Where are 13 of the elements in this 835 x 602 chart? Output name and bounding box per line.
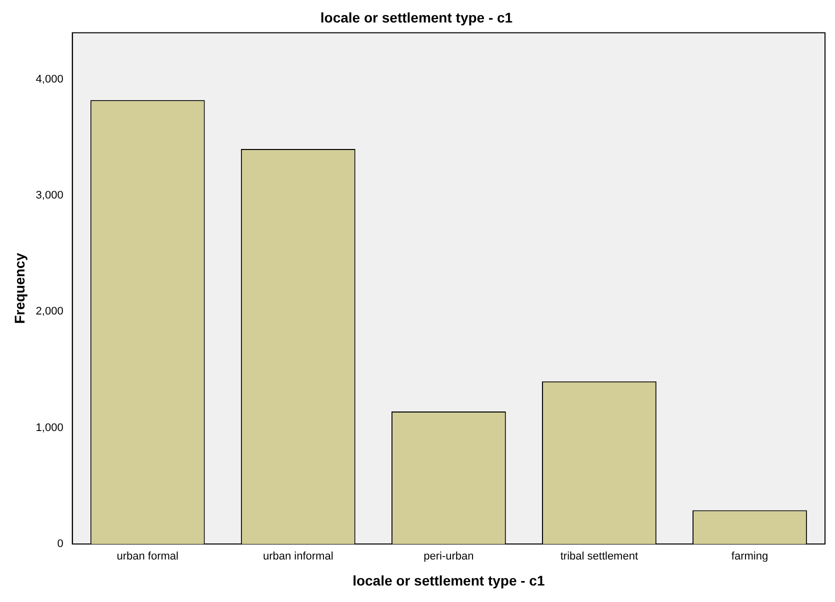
y-tick-label: 4,000 bbox=[36, 73, 64, 86]
y-tick-label: 0 bbox=[57, 538, 64, 550]
y-axis-title: Frequency bbox=[11, 252, 28, 324]
x-tick-label: urban informal bbox=[262, 550, 334, 563]
x-tick-label: tribal settlement bbox=[560, 550, 638, 563]
x-tick-label: farming bbox=[731, 550, 768, 563]
y-tick-label: 3,000 bbox=[36, 189, 64, 202]
y-tick-label: 2,000 bbox=[36, 306, 64, 318]
y-tick-label: 1,000 bbox=[36, 422, 64, 434]
x-tick-label: peri-urban bbox=[424, 550, 474, 563]
x-tick-label: urban formal bbox=[116, 550, 178, 563]
x-axis-title: locale or settlement type - c1 bbox=[352, 572, 545, 588]
chart-title: locale or settlement type - c1 bbox=[320, 9, 513, 26]
